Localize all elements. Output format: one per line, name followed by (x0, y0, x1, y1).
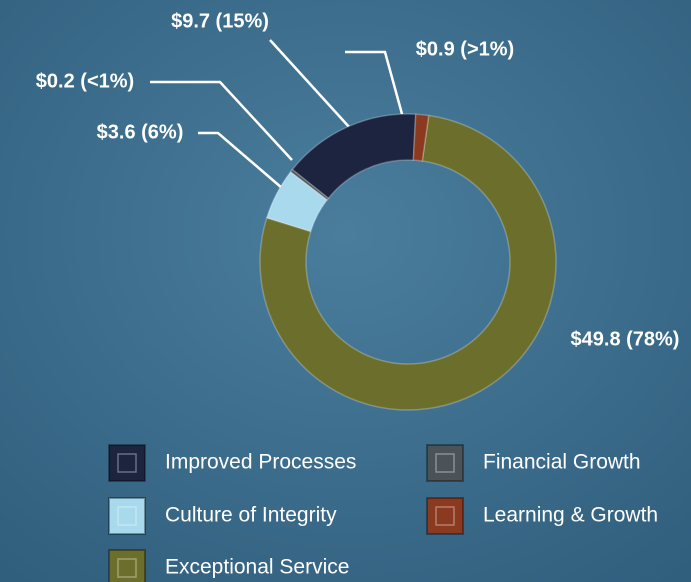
data-label: $0.9 (>1%) (416, 38, 514, 60)
legend-swatch (426, 444, 464, 482)
leader-line (198, 131, 283, 189)
legend-swatch (108, 549, 146, 582)
legend-swatch-inner (435, 506, 455, 526)
donut-slice (259, 114, 557, 411)
data-label: $9.7 (15%) (171, 10, 269, 32)
legend-swatch-inner (117, 506, 137, 526)
legend-swatch-inner (435, 453, 455, 473)
legend-swatch-inner (117, 558, 137, 578)
leader-line (150, 80, 293, 161)
donut-slice (412, 113, 430, 162)
legend-label: Improved Processes (165, 451, 356, 474)
legend-swatch-inner (117, 453, 137, 473)
legend-label: Exceptional Service (165, 556, 349, 579)
data-label: $0.2 (<1%) (36, 70, 134, 92)
legend-label: Learning & Growth (483, 504, 658, 527)
leader-line (345, 50, 404, 115)
data-label: $3.6 (6%) (97, 121, 184, 143)
donut-slice (289, 168, 330, 201)
leader-line (269, 39, 351, 129)
legend-swatch (108, 497, 146, 535)
legend-label: Financial Growth (483, 451, 641, 474)
legend-swatch (426, 497, 464, 535)
data-label: $49.8 (78%) (571, 328, 680, 350)
legend-swatch (108, 444, 146, 482)
donut-slice (265, 170, 329, 233)
legend-label: Culture of Integrity (165, 504, 337, 527)
